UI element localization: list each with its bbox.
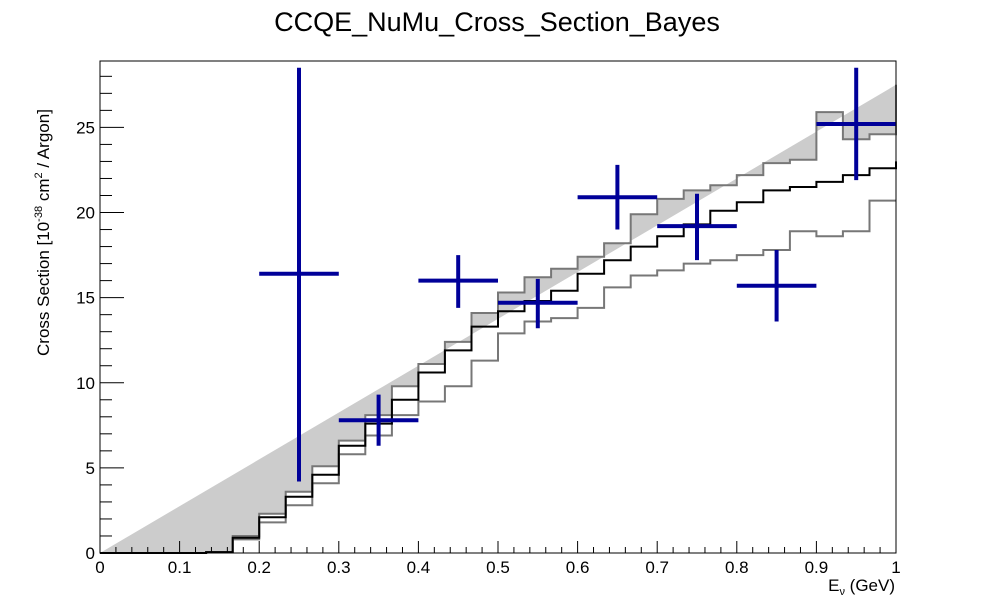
data-point-4 (498, 278, 578, 329)
y-tick-label: 20 (76, 204, 95, 223)
x-tick-label: 0.6 (566, 558, 590, 577)
x-tick-label: 0.4 (407, 558, 431, 577)
data-point-7 (736, 249, 817, 322)
y-tick-label: 15 (76, 289, 95, 308)
y-tick-label: 5 (86, 459, 95, 478)
x-tick-label: 0.3 (327, 558, 351, 577)
data-point-3 (418, 255, 498, 308)
x-tick-label: 0.7 (645, 558, 669, 577)
data-point-8 (816, 67, 896, 181)
x-tick-label: 0 (95, 558, 104, 577)
plot-area (100, 67, 897, 554)
data-point-6 (657, 193, 737, 261)
x-tick-label: 0.2 (247, 558, 271, 577)
y-axis-label: Cross Section [10-38 cm2 / Argon] (33, 109, 53, 356)
data-points (259, 67, 896, 482)
x-tick-label: 0.1 (168, 558, 192, 577)
data-point-1 (259, 67, 339, 482)
y-tick-label: 0 (86, 544, 95, 563)
y-tick-label: 25 (76, 118, 95, 137)
y-tick-label: 10 (76, 374, 95, 393)
band-lower-edge (100, 199, 896, 554)
data-point-2 (338, 394, 419, 446)
x-axis-label: Eν (GeV) (828, 576, 895, 598)
chart-title: CCQE_NuMu_Cross_Section_Bayes (274, 7, 720, 37)
y-axis: 0 5 10 15 20 25 (76, 75, 124, 563)
x-tick-label: 0.9 (805, 558, 829, 577)
x-tick-label: 0.5 (486, 558, 510, 577)
x-tick-label: 1 (891, 558, 900, 577)
x-tick-label: 0.8 (725, 558, 749, 577)
x-axis: 0 0.1 0.2 0.3 0.4 0.5 0.6 0.7 0.8 0.9 1 (95, 541, 901, 577)
band-upper-edge (100, 84, 897, 554)
data-point-5 (577, 164, 658, 230)
central-value-line (100, 161, 897, 554)
